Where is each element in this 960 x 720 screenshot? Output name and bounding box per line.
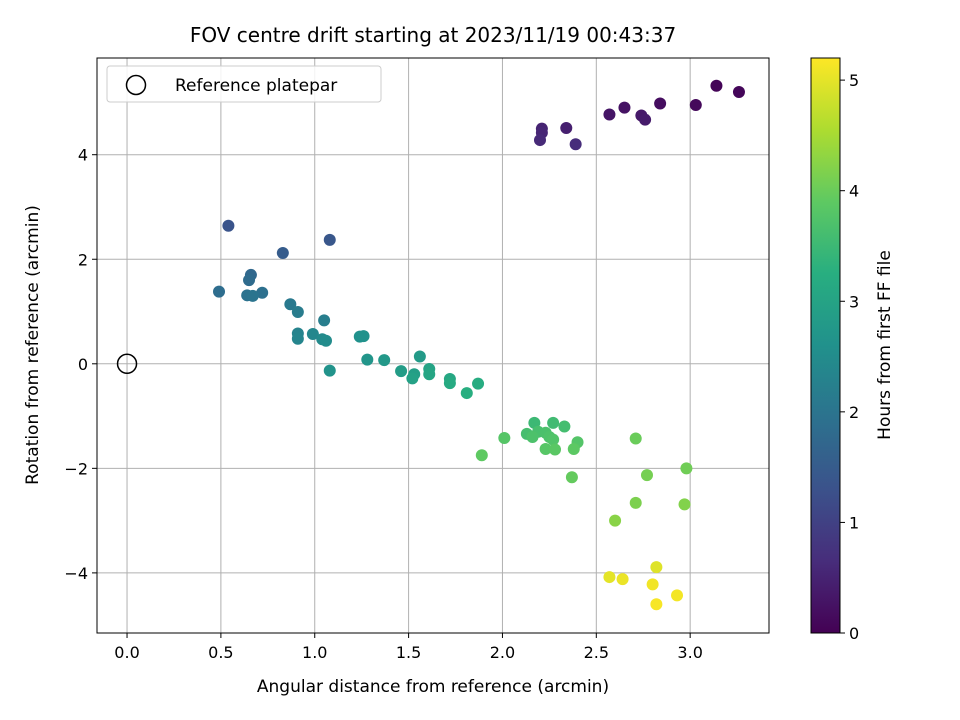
data-point [558, 420, 571, 433]
y-tick-label: −4 [64, 564, 88, 583]
data-point [306, 328, 319, 340]
data-point [498, 432, 511, 445]
data-point [395, 365, 408, 378]
colorbar-gradient [810, 57, 841, 634]
colorbar-tick-label: 2 [849, 403, 859, 422]
y-axis-label: Rotation from reference (arcmin) [23, 205, 43, 485]
colorbar-tick-label: 0 [849, 624, 859, 643]
chart-title: FOV centre drift starting at 2023/11/19 … [190, 23, 676, 47]
data-point [423, 368, 436, 381]
data-point [603, 108, 616, 121]
y-axis-ticks: −4 −2 0 2 4 [64, 146, 97, 583]
data-point [603, 571, 616, 584]
data-point [710, 79, 723, 92]
x-tick-label: 0.0 [114, 643, 139, 662]
y-tick-label: −2 [64, 459, 88, 478]
data-point [291, 306, 304, 319]
data-point [222, 219, 235, 232]
data-point [565, 471, 578, 484]
colorbar-ticks: 0 1 2 3 4 5 [840, 71, 859, 643]
plot-frame [96, 57, 770, 634]
colorbar-tick-label: 5 [849, 71, 859, 90]
colorbar-tick-label: 3 [849, 292, 859, 311]
data-point [246, 289, 259, 302]
data-point [616, 573, 629, 586]
data-point [671, 589, 684, 602]
legend: Reference platepar [106, 65, 382, 103]
colorbar-tick-label: 4 [849, 182, 859, 201]
data-point [640, 469, 653, 482]
data-point [256, 286, 269, 299]
data-point [547, 433, 560, 446]
data-point [472, 377, 485, 390]
data-point [276, 246, 289, 259]
data-point [357, 330, 370, 343]
x-axis-label: Angular distance from reference (arcmin) [257, 677, 609, 697]
data-points [213, 79, 745, 611]
data-point [650, 561, 663, 574]
data-point [549, 443, 562, 456]
grid [97, 58, 769, 633]
data-point [678, 498, 691, 511]
legend-entry-reference: Reference platepar [175, 76, 337, 96]
data-point [460, 387, 473, 400]
x-tick-label: 1.5 [396, 643, 421, 662]
data-point [320, 334, 333, 347]
data-point [318, 314, 331, 327]
reference-platepar-marker [116, 353, 138, 375]
data-point [618, 101, 631, 114]
data-point [560, 122, 573, 135]
data-point [639, 113, 652, 126]
colorbar-label: Hours from first FF file [875, 250, 895, 440]
data-point [406, 372, 419, 385]
data-point [732, 85, 745, 98]
x-tick-label: 3.0 [677, 643, 702, 662]
legend-box [106, 65, 382, 103]
data-point [243, 274, 256, 287]
data-point [213, 285, 226, 298]
y-tick-label: 0 [78, 355, 88, 374]
y-tick-label: 2 [78, 250, 88, 269]
data-point [609, 514, 622, 527]
data-point [378, 354, 391, 367]
data-point [526, 430, 539, 443]
x-tick-label: 0.5 [208, 643, 233, 662]
x-tick-label: 2.5 [584, 643, 609, 662]
colorbar-tick-label: 1 [849, 513, 859, 532]
data-point [475, 449, 488, 462]
y-tick-label: 4 [78, 146, 88, 165]
data-point [650, 598, 663, 611]
data-point [680, 462, 693, 475]
data-point [323, 233, 336, 246]
data-point [569, 138, 582, 151]
data-point [629, 496, 642, 509]
x-tick-label: 2.0 [490, 643, 515, 662]
x-tick-label: 1.0 [302, 643, 327, 662]
data-point [547, 416, 560, 429]
legend-marker-icon [125, 74, 147, 96]
data-point [361, 353, 374, 366]
data-point [689, 99, 702, 112]
data-point [443, 377, 456, 390]
data-point [291, 332, 304, 345]
data-point [323, 364, 336, 377]
colorbar: 0 1 2 3 4 5 Hours from first FF file [810, 57, 895, 643]
data-point [567, 443, 580, 455]
x-axis-ticks: 0.0 0.5 1.0 1.5 2.0 2.5 3.0 [114, 633, 703, 662]
data-point [533, 134, 546, 147]
data-point [284, 298, 297, 311]
data-point [646, 578, 659, 591]
data-point [413, 350, 426, 363]
reference-marker [116, 353, 138, 375]
data-point [539, 443, 552, 455]
data-point [654, 97, 667, 110]
data-point [629, 432, 642, 445]
